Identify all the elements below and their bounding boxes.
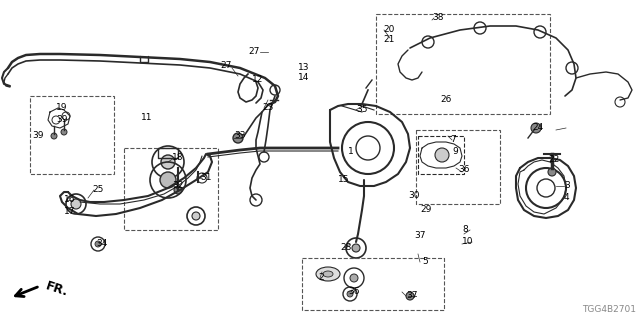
Bar [30,96,114,174]
Text: 15: 15 [338,175,349,185]
Text: 33: 33 [234,132,246,140]
Text: 4: 4 [564,194,570,203]
Text: 18: 18 [172,154,184,163]
Bar [376,14,550,114]
Text: 28: 28 [340,244,351,252]
Circle shape [174,186,182,194]
Text: 39: 39 [56,116,67,124]
Text: 5: 5 [422,258,428,267]
Circle shape [406,292,414,300]
Circle shape [160,172,176,188]
Text: 7: 7 [450,135,456,145]
Text: 2: 2 [318,274,324,283]
Text: 19: 19 [56,103,67,113]
Text: 10: 10 [462,237,474,246]
Ellipse shape [316,267,340,281]
Text: 36: 36 [348,287,360,297]
Text: 27: 27 [220,61,232,70]
Text: 21: 21 [383,36,394,44]
Text: 9: 9 [452,148,458,156]
Text: 38: 38 [432,13,444,22]
Text: 36: 36 [458,165,470,174]
Circle shape [95,241,101,247]
Circle shape [347,291,353,297]
Text: 13: 13 [298,63,310,73]
Text: 16: 16 [64,196,76,204]
Text: 27: 27 [248,47,259,57]
Text: 23: 23 [262,103,273,113]
Text: 32: 32 [172,181,184,190]
Text: FR.: FR. [44,279,70,299]
Bar [302,258,444,310]
Text: 3: 3 [564,181,570,190]
Text: 26: 26 [440,95,451,105]
Circle shape [51,133,57,139]
Bar [124,148,218,230]
Text: 24: 24 [532,124,543,132]
Text: 37: 37 [406,292,417,300]
Circle shape [192,212,200,220]
Circle shape [350,274,358,282]
Bar [418,136,464,174]
Text: 11: 11 [141,114,153,123]
Text: 12: 12 [252,76,264,84]
Text: 17: 17 [64,207,76,217]
Ellipse shape [323,271,333,277]
Text: 34: 34 [96,239,108,249]
Bar [416,130,500,204]
Text: 25: 25 [92,186,104,195]
Text: 22: 22 [548,156,559,164]
Text: 1: 1 [348,148,354,156]
Text: 35: 35 [356,106,367,115]
Text: 31: 31 [200,173,211,182]
Text: 14: 14 [298,74,309,83]
Circle shape [548,168,556,176]
Text: 30: 30 [408,191,419,201]
Circle shape [435,148,449,162]
Text: TGG4B2701: TGG4B2701 [582,305,636,314]
Text: 20: 20 [383,26,394,35]
Circle shape [71,199,81,209]
Circle shape [61,129,67,135]
Circle shape [161,155,175,169]
Circle shape [233,133,243,143]
Text: 37: 37 [414,231,426,241]
Circle shape [352,244,360,252]
Text: 39: 39 [32,132,44,140]
Text: 29: 29 [420,205,431,214]
Text: 8: 8 [462,226,468,235]
Circle shape [531,123,541,133]
